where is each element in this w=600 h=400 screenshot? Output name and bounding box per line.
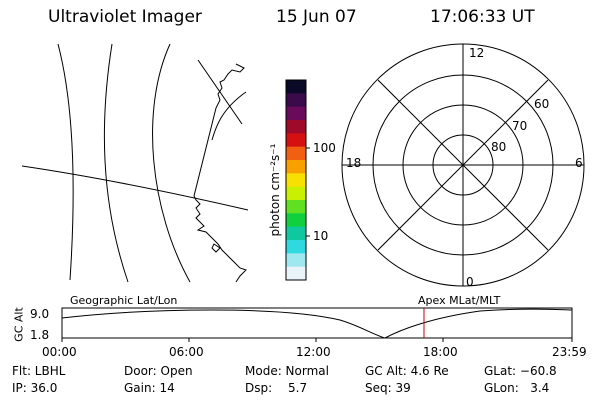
mode-info: Mode: Normal	[245, 364, 329, 378]
colorbar-stripe	[286, 253, 306, 268]
colorbar-stripe	[286, 226, 306, 241]
colorbar-stripe	[286, 240, 306, 254]
polar-label-80: 80	[491, 140, 507, 154]
map-meridian-4	[197, 59, 243, 125]
dsp-value: 5.7	[288, 381, 308, 395]
gc-alt-info: GC Alt: 4.6 Re	[365, 364, 449, 378]
polar-label-6: 6	[575, 156, 583, 170]
colorbar-stripe	[286, 93, 306, 108]
ip-info: IP: 36.0	[12, 381, 58, 395]
colorbar-stripe	[286, 146, 306, 161]
timeline-right-caption: Apex MLat/MLT	[418, 294, 501, 307]
altitude-curve	[61, 308, 573, 339]
polar-label-70: 70	[512, 119, 528, 133]
map-meridian-3	[152, 43, 191, 283]
timeline-xtick-0600: 06:00	[169, 345, 204, 359]
glon-info: GLon: 3.4	[484, 381, 550, 395]
colorbar-stripe	[286, 266, 306, 281]
door-info: Door: Open	[124, 364, 193, 378]
polar-label-0: 0	[466, 275, 474, 289]
colorbar-stripe	[286, 160, 306, 174]
timeline-ylabel: GC Alt	[12, 307, 26, 342]
timeline-left-caption: Geographic Lat/Lon	[70, 294, 178, 307]
timeline-xtick-1800: 18:00	[423, 345, 458, 359]
timeline-xtick-1200: 12:00	[296, 345, 331, 359]
image-time: 17:06:33 UT	[430, 7, 535, 27]
dsp-label: Dsp:	[245, 381, 273, 395]
glat-info: GLat: −60.8	[484, 364, 557, 378]
map-meridian-1	[57, 43, 74, 281]
colorbar-stripe	[286, 133, 306, 148]
map-parallel	[21, 165, 249, 211]
instrument-title: Ultraviolet Imager	[48, 7, 202, 27]
colorbar-stripe	[286, 173, 306, 188]
timeline-ytick-9: 9.0	[30, 307, 50, 321]
image-date: 15 Jun 07	[276, 7, 357, 27]
polar-label-18: 18	[346, 156, 362, 170]
map-coastline	[193, 63, 247, 283]
polar-label-60: 60	[534, 97, 550, 111]
colorbar-stripe	[286, 120, 306, 134]
gain-info: Gain: 14	[124, 381, 175, 395]
timeline-xtick-0000: 00:00	[42, 345, 77, 359]
colorbar-tick-100: 100	[313, 141, 336, 155]
colorbar-stripe	[286, 186, 306, 201]
colorbar-stripe	[286, 80, 306, 94]
colorbar-stripe	[286, 200, 306, 214]
timeline-xtick-2359: 23:59	[552, 345, 587, 359]
filter-info: Flt: LBHL	[12, 364, 66, 378]
timeline-ytick-1-8: 1.8	[30, 328, 50, 342]
colorbar-tick-10: 10	[313, 229, 329, 243]
colorbar-stripe	[286, 106, 306, 121]
polar-diagonal-2	[377, 79, 549, 251]
polar-label-12: 12	[469, 46, 485, 60]
colorbar-stripe	[286, 213, 306, 228]
seq-info: Seq: 39	[365, 381, 411, 395]
map-meridian-2	[103, 43, 129, 283]
map-meridian-5	[211, 91, 247, 141]
